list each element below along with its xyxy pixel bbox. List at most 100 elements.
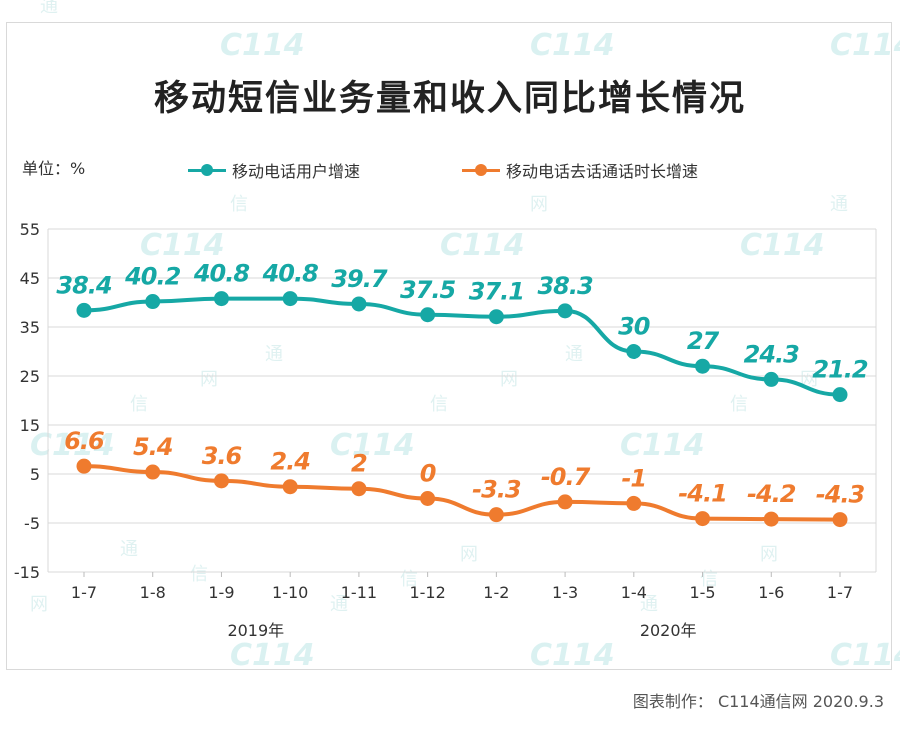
- legend-item-user-growth: 移动电话用户增速: [188, 158, 360, 182]
- series-line-user-growth: [83, 296, 841, 397]
- data-point: [695, 358, 711, 374]
- data-label: -4.1: [678, 480, 726, 508]
- data-point: [213, 291, 229, 307]
- watermark-char: 信: [430, 394, 448, 415]
- watermark-logo: C114: [30, 428, 115, 463]
- data-label: 24.3: [744, 340, 800, 368]
- data-point: [626, 344, 642, 359]
- data-label: 0: [420, 460, 436, 488]
- legend-label: 移动电话去话通话时长增速: [506, 162, 699, 181]
- source-credit: 图表制作： C114通信网 2020.9.3: [632, 692, 884, 711]
- data-label: 2: [351, 450, 367, 478]
- x-tick-labels: 1-7 1-8 1-9 1-10 1-11 1-12 1-2 1-3 1-4 1-5 1-6 1-7: [71, 583, 853, 602]
- x-tick-label: 1-8: [140, 583, 166, 602]
- watermark-char: 信: [190, 564, 208, 585]
- data-label: -4.2: [747, 480, 796, 508]
- x-tick-label: 1-9: [208, 583, 234, 602]
- watermark-char: 通: [265, 344, 283, 365]
- data-label: 5.4: [133, 433, 173, 461]
- data-point: [626, 495, 642, 511]
- y-tick-label: -15: [14, 563, 40, 582]
- x-tick-label: 1-12: [409, 583, 445, 602]
- x-tick-label: 1-7: [71, 583, 97, 602]
- data-label: 21.2: [812, 356, 868, 384]
- watermark-char: 通: [330, 594, 348, 615]
- data-point: [420, 307, 436, 323]
- data-label: 37.1: [469, 278, 524, 306]
- watermark-char: 网: [200, 369, 218, 390]
- y-tick-label: 55: [20, 220, 40, 239]
- watermark-char: 网: [500, 369, 518, 390]
- data-point: [695, 511, 711, 527]
- watermark-logo: C114: [830, 638, 900, 673]
- data-label: 2.4: [270, 448, 310, 476]
- data-point: [76, 302, 92, 318]
- x-tick-label: 1-4: [621, 583, 647, 602]
- watermark-char: 信: [130, 394, 148, 415]
- data-label: 3.6: [202, 442, 242, 470]
- chart-title: 移动短信业务量和收入同比增长情况: [153, 79, 746, 119]
- data-point: [213, 473, 229, 489]
- data-point: [145, 464, 161, 480]
- watermark-logo: C114: [220, 28, 305, 63]
- data-point: [488, 507, 504, 523]
- x-tick-label: 1-2: [483, 583, 509, 602]
- data-point: [763, 371, 779, 387]
- data-label: 37.5: [400, 276, 456, 304]
- data-label: -1: [621, 464, 646, 492]
- data-label: -3.3: [472, 476, 521, 504]
- series-layer: 38.4 40.2 40.8 40.8 39.7 37.5 37.1 38.3 30 27 24.3…: [56, 260, 869, 528]
- legend-label: 移动电话用户增速: [232, 162, 361, 181]
- watermark-char: 网: [30, 594, 48, 615]
- watermark-logo: C114: [740, 228, 825, 263]
- watermark-char: 信: [700, 569, 718, 590]
- watermark-char: 网: [460, 544, 478, 565]
- data-label: 38.4: [56, 271, 112, 299]
- x-tick-label: 1-6: [758, 583, 784, 602]
- legend-orange-marker-icon: [462, 164, 500, 176]
- data-point: [488, 309, 504, 325]
- x-tick-label: 1-5: [689, 583, 715, 602]
- y-tick-label: -5: [24, 514, 40, 533]
- data-point: [351, 481, 367, 497]
- y-tick-label: 5: [30, 465, 40, 484]
- data-point: [832, 512, 848, 528]
- data-point: [420, 491, 436, 506]
- x-tick-label: 1-7: [827, 583, 853, 602]
- watermark-char: 信: [730, 394, 748, 415]
- watermark-char: 信: [400, 569, 418, 590]
- data-label: 27: [687, 327, 720, 355]
- grid-lines: [47, 228, 877, 577]
- watermark-logo: C114: [530, 638, 615, 673]
- watermark-char: 通: [40, 0, 58, 17]
- watermark-logo: C114: [330, 428, 415, 463]
- data-label: 38.3: [537, 272, 593, 300]
- watermark-logo: C114: [620, 428, 705, 463]
- watermark-logo: C114: [440, 228, 525, 263]
- watermark-logo: C114: [830, 28, 900, 63]
- data-label: 39.7: [331, 265, 388, 293]
- data-point: [832, 387, 848, 403]
- data-point: [76, 458, 92, 474]
- data-label: -0.7: [541, 463, 591, 491]
- watermark-char: 通: [120, 539, 138, 560]
- data-label: 40.2: [124, 263, 181, 291]
- data-label: 40.8: [262, 260, 319, 288]
- y-tick-label: 35: [20, 318, 40, 337]
- watermark-char: 网: [530, 194, 548, 215]
- watermark-logo: C114: [230, 638, 315, 673]
- data-label: 6.6: [64, 427, 104, 455]
- data-point: [282, 291, 298, 307]
- data-label: -4.3: [816, 481, 865, 509]
- legend-teal-marker-icon: [188, 164, 226, 176]
- data-point: [557, 494, 573, 510]
- y-tick-label: 45: [20, 269, 40, 288]
- x-tick-label: 1-3: [552, 583, 578, 602]
- y-tick-label: 25: [20, 367, 40, 386]
- watermark-layer: C114 C114 C114 C114 C114 C114 C114 C114 C114 C114…: [30, 0, 900, 673]
- y-tick-label: 15: [20, 416, 40, 435]
- watermark-logo: C114: [140, 228, 225, 263]
- unit-label: 单位：%: [22, 159, 86, 178]
- watermark-char: 通: [565, 344, 583, 365]
- year-group-label: 2019年: [227, 621, 284, 640]
